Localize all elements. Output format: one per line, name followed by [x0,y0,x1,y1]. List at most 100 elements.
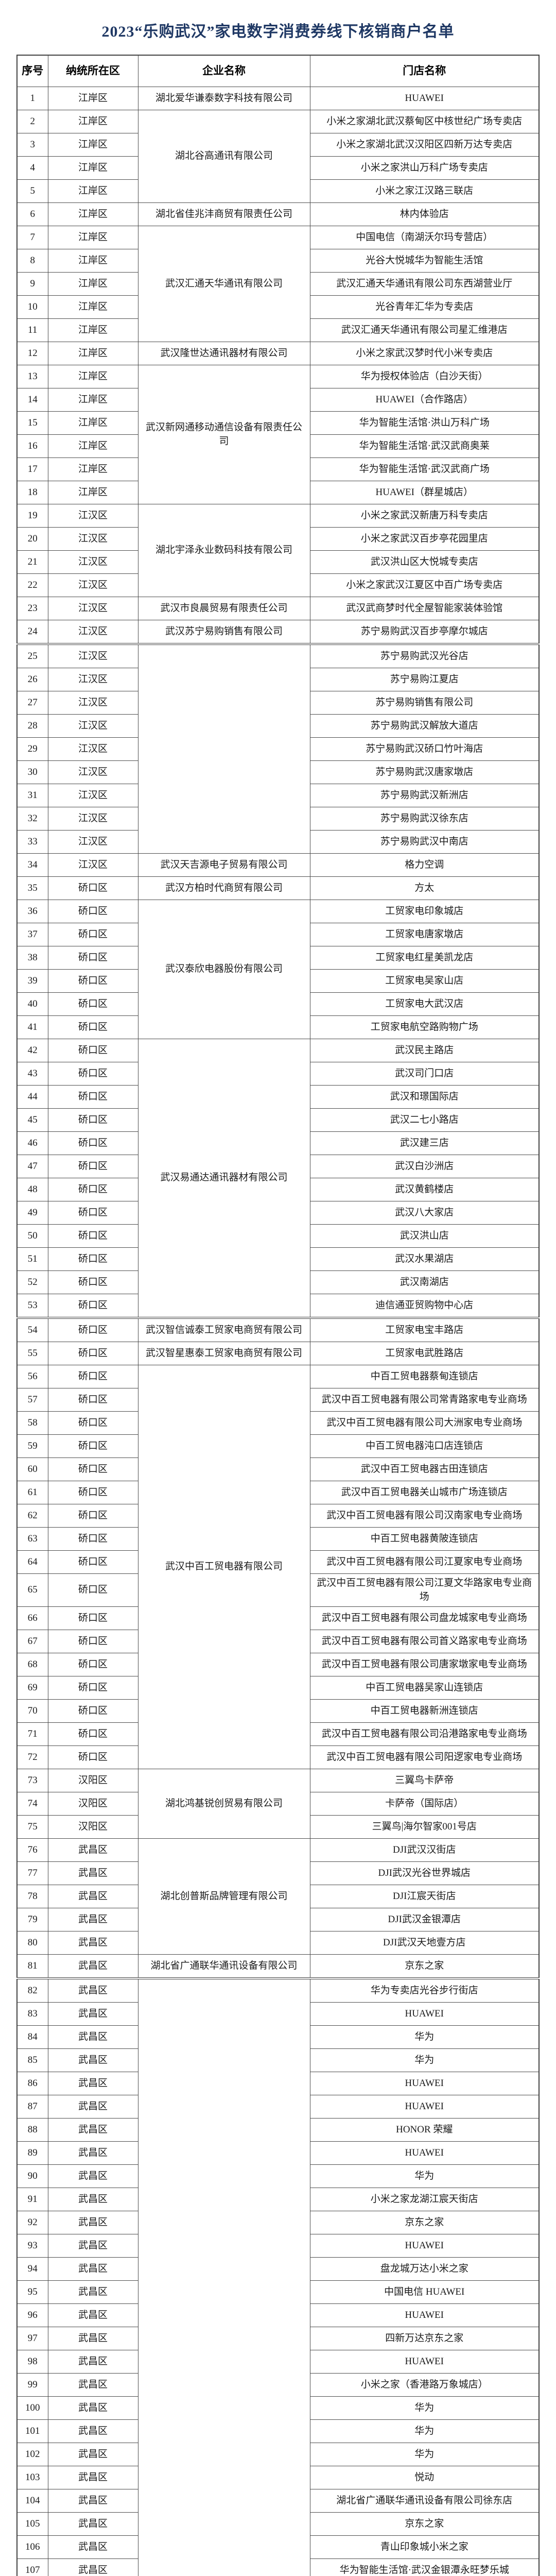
table-row: 69 硚口区 中百工贸电器吴家山连锁店 [16,1676,540,1700]
table-row: 6 江岸区 湖北省佳兆沣商贸有限责任公司 林内体验店 [16,202,540,226]
table-row: 65 硚口区 武汉中百工贸电器有限公司江夏文华路家电专业商场 [16,1573,540,1607]
store-cell: 武汉中百工贸电器有限公司常青路家电专业商场 [309,1388,540,1412]
table-row: 50 硚口区 武汉洪山店 [16,1224,540,1248]
row-number-cell: 96 [16,2303,48,2328]
row-number-cell: 1 [16,87,48,110]
district-cell: 武昌区 [47,1908,138,1932]
district-cell: 武昌区 [47,2466,138,2490]
row-number-cell: 67 [16,1630,48,1654]
store-cell: 工贸家电红星美凯龙店 [309,946,540,970]
store-cell: 三翼鸟|海尔智家001号店 [309,1815,540,1839]
store-cell: 格力空调 [309,853,540,877]
district-cell: 硚口区 [47,1630,138,1654]
table-row: 38 硚口区 工贸家电红星美凯龙店 [16,946,540,970]
district-cell: 江岸区 [47,249,138,273]
store-cell: 苏宁易购武汉百步亭摩尔城店 [309,620,540,645]
district-cell: 汉阳区 [47,1769,138,1793]
table-row: 91 武昌区 小米之家龙湖江宸天街店 [16,2188,540,2212]
table-row: 63 硚口区 中百工贸电器黄陂连锁店 [16,1527,540,1551]
row-number-cell: 76 [16,1838,48,1862]
row-number-cell: 84 [16,2025,48,2049]
row-number-cell: 15 [16,411,48,435]
row-number-cell: 47 [16,1155,48,1178]
district-cell: 硚口区 [47,1085,138,1109]
district-cell: 武昌区 [47,2257,138,2281]
row-number-cell: 6 [16,202,48,226]
company-cell: 湖北宇泽永业数码科技有限公司 [137,504,310,597]
table-row: 107 武昌区 华为智能生活馆·武汉金银潭永旺梦乐城 [16,2558,540,2576]
table-row: 89 武昌区 HUAWEI [16,2141,540,2165]
store-cell: 武汉中百工贸电器有限公司江夏文华路家电专业商场 [309,1573,540,1607]
table-row: 19 江汉区 湖北宇泽永业数码科技有限公司 小米之家武汉新唐万科专卖店 [16,504,540,597]
row-number-cell: 77 [16,1861,48,1886]
row-number-cell: 75 [16,1815,48,1839]
store-cell: 盘龙城万达小米之家 [309,2257,540,2281]
row-number-cell: 55 [16,1342,48,1365]
table-row: 47 硚口区 武汉白沙洲店 [16,1155,540,1178]
company-cell: 武汉中百工贸电器有限公司 [137,1364,310,1770]
table-row: 104 武昌区 湖北省广通联华通讯设备有限公司徐东店 [16,2489,540,2513]
store-cell: 武汉白沙洲店 [309,1155,540,1178]
table-row: 41 硚口区 工贸家电航空路购物广场 [16,1015,540,1039]
district-cell: 硚口区 [47,1317,138,1342]
row-number-cell: 38 [16,946,48,970]
store-cell: 工贸家电唐家墩店 [309,923,540,946]
store-cell: DJI武汉金银潭店 [309,1908,540,1932]
table-row: 42 硚口区 武汉易通达通讯器材有限公司 武汉民主路店 [16,1039,540,1318]
store-cell: 武汉中百工贸电器有限公司汉南家电专业商场 [309,1504,540,1528]
row-number-cell: 14 [16,388,48,412]
company-cell: 武汉方柏时代商贸有限公司 [137,876,310,900]
table-row: 7 江岸区 武汉汇通天华通讯有限公司 中国电信（南湖沃尔玛专营店） [16,226,540,342]
table-row: 98 武昌区 HUAWEI [16,2350,540,2374]
table-row: 54 硚口区 武汉智信诚泰工贸家电商贸有限公司 工贸家电宝丰路店 [16,1317,540,1342]
row-number-cell: 91 [16,2188,48,2212]
row-number-cell: 53 [16,1294,48,1318]
row-number-cell: 92 [16,2211,48,2235]
row-number-cell: 44 [16,1085,48,1109]
row-number-cell: 51 [16,1247,48,1271]
store-cell: 武汉二七小路店 [309,1108,540,1132]
row-number-cell: 58 [16,1411,48,1435]
row-number-cell: 66 [16,1606,48,1631]
row-number-cell: 95 [16,2280,48,2304]
row-number-cell: 8 [16,249,48,273]
store-cell: 武汉汇通天华通讯有限公司东西湖营业厅 [309,272,540,296]
store-cell: 工贸家电大武汉店 [309,992,540,1016]
store-cell: 武汉洪山区大悦城专卖店 [309,550,540,574]
table-row: 76 武昌区 湖北创普斯品牌管理有限公司 DJI武汉汉街店 [16,1838,540,1955]
store-cell: 武汉司门口店 [309,1062,540,1086]
row-number-cell: 3 [16,133,48,157]
district-cell: 硚口区 [47,1481,138,1504]
company-cell: 武汉天吉源电子贸易有限公司 [137,853,310,877]
district-cell: 江岸区 [47,272,138,296]
company-cell: 武汉智信诚泰工贸家电商贸有限公司 [137,1317,310,1342]
row-number-cell: 35 [16,876,48,900]
district-cell: 硚口区 [47,1606,138,1631]
district-cell: 硚口区 [47,1155,138,1178]
district-cell: 硚口区 [47,1294,138,1318]
district-cell: 硚口区 [47,1108,138,1132]
company-cell: 武汉智星惠泰工贸家电商贸有限公司 [137,1342,310,1365]
district-cell: 江汉区 [47,760,138,784]
row-number-cell: 63 [16,1527,48,1551]
row-number-cell: 81 [16,1954,48,1979]
store-cell: DJI武汉天地壹方店 [309,1931,540,1955]
table-row: 56 硚口区 武汉中百工贸电器有限公司 中百工贸电器蔡甸连锁店 [16,1364,540,1770]
table-row: 99 武昌区 小米之家（香港路万象城店） [16,2373,540,2397]
row-number-cell: 56 [16,1365,48,1388]
district-cell: 硚口区 [47,1247,138,1271]
table-row: 90 武昌区 华为 [16,2164,540,2189]
row-number-cell: 29 [16,737,48,761]
row-number-cell: 12 [16,342,48,365]
store-cell: 武汉中百工贸电器有限公司首义路家电专业商场 [309,1630,540,1654]
store-cell: HUAWEI（群星城店） [309,481,540,504]
company-cell: 湖北省广通联华通讯设备有限公司 [137,1954,310,1979]
row-number-cell: 87 [16,2095,48,2119]
district-cell: 江岸区 [47,179,138,203]
row-number-cell: 37 [16,923,48,946]
row-number-cell: 98 [16,2350,48,2374]
table-row: 43 硚口区 武汉司门口店 [16,1062,540,1086]
table-row: 53 硚口区 迪信通亚贸购物中心店 [16,1294,540,1318]
district-cell: 江岸区 [47,133,138,157]
row-number-cell: 103 [16,2466,48,2490]
